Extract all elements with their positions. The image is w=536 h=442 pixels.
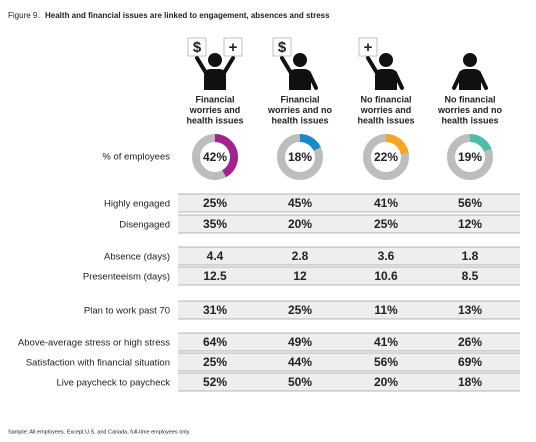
row-label: Plan to work past 70	[84, 306, 170, 317]
footnote: Sample: All employees. Except U.S. and C…	[8, 429, 191, 435]
row-label: Satisfaction with financial situation	[26, 358, 170, 369]
cell-value: 69%	[458, 355, 482, 369]
column-label: health issues	[357, 115, 414, 125]
cell-value: 11%	[374, 303, 398, 317]
cell-value: 31%	[203, 303, 227, 317]
row-band	[178, 301, 520, 319]
cell-value: 12	[293, 269, 307, 283]
person-arm	[393, 71, 404, 90]
cell-value: 56%	[374, 355, 398, 369]
icon-symbol: +	[229, 39, 238, 56]
cell-value: 50%	[288, 375, 312, 389]
column-label: worries and	[189, 105, 241, 115]
icon-card	[223, 37, 243, 57]
cell-value: 56%	[458, 196, 482, 210]
donut-arc	[469, 134, 492, 152]
cell-value: 35%	[203, 217, 227, 231]
donut-label: 19%	[458, 150, 482, 164]
row-label: Highly engaged	[104, 199, 170, 210]
cell-value: 41%	[374, 196, 398, 210]
cell-value: 3.6	[378, 249, 395, 263]
row-label: Presenteeism (days)	[83, 272, 170, 283]
cell-value: 20%	[374, 375, 398, 389]
figure-number: Figure 9.	[8, 11, 40, 20]
donut-arc	[385, 134, 409, 155]
column-label: health issues	[271, 115, 328, 125]
cell-value: 18%	[458, 375, 482, 389]
person-arm	[222, 56, 235, 75]
cell-value: 25%	[203, 196, 227, 210]
cell-value: 41%	[374, 335, 398, 349]
icon-card	[358, 37, 378, 57]
cell-value: 8.5	[462, 269, 479, 283]
cell-value: 49%	[288, 335, 312, 349]
cell-value: 1.8	[462, 249, 479, 263]
person-body	[375, 69, 397, 90]
cell-value: 10.6	[374, 269, 398, 283]
column-label: No financial	[444, 94, 495, 104]
row-band	[178, 194, 520, 212]
column-label: Financial	[280, 94, 319, 104]
person-arm	[280, 56, 293, 75]
row-band	[178, 267, 520, 285]
figure-title: Health and financial issues are linked t…	[45, 11, 330, 20]
person-arm	[452, 71, 463, 90]
column-label: Financial	[195, 94, 234, 104]
cell-value: 25%	[374, 217, 398, 231]
column-label: health issues	[186, 115, 243, 125]
person-head	[379, 53, 393, 67]
cell-value: 12%	[458, 217, 482, 231]
person-head	[208, 53, 222, 67]
icon-card	[187, 37, 207, 57]
donut-label: 18%	[288, 150, 312, 164]
cell-value: 26%	[458, 335, 482, 349]
cell-value: 52%	[203, 375, 227, 389]
row-label: Live paycheck to paycheck	[56, 378, 170, 389]
person-arm	[477, 71, 488, 90]
icon-symbol: +	[364, 39, 373, 56]
column-label: health issues	[441, 115, 498, 125]
cell-value: 25%	[288, 303, 312, 317]
row-label: Absence (days)	[104, 252, 170, 263]
person-body	[204, 69, 226, 90]
donut-arc	[299, 134, 321, 151]
person-arm	[195, 56, 208, 75]
row-band	[178, 353, 520, 371]
cell-value: 44%	[288, 355, 312, 369]
person-body	[459, 69, 481, 90]
share-label: % of employees	[102, 152, 170, 163]
cell-value: 25%	[203, 355, 227, 369]
icon-card	[272, 37, 292, 57]
icon-symbol: $	[278, 39, 287, 56]
cell-value: 2.8	[292, 249, 309, 263]
cell-value: 13%	[458, 303, 482, 317]
column-label: worries and no	[437, 105, 503, 115]
column-label: worries and no	[267, 105, 333, 115]
donut-label: 42%	[203, 150, 227, 164]
person-arm	[307, 71, 318, 90]
person-body	[289, 69, 311, 90]
row-band	[178, 333, 520, 351]
cell-value: 45%	[288, 196, 312, 210]
column-label: No financial	[360, 94, 411, 104]
row-band	[178, 373, 520, 391]
donut-label: 22%	[374, 150, 398, 164]
row-band	[178, 247, 520, 265]
cell-value: 20%	[288, 217, 312, 231]
person-arm	[366, 56, 379, 75]
cell-value: 64%	[203, 335, 227, 349]
row-label: Above-average stress or high stress	[18, 338, 170, 349]
row-band	[178, 215, 520, 233]
icon-symbol: $	[193, 39, 202, 56]
person-head	[293, 53, 307, 67]
column-label: worries and	[360, 105, 412, 115]
cell-value: 4.4	[207, 249, 224, 263]
row-label: Disengaged	[119, 220, 170, 231]
person-head	[463, 53, 477, 67]
cell-value: 12.5	[203, 269, 227, 283]
donut-arc	[214, 134, 238, 178]
